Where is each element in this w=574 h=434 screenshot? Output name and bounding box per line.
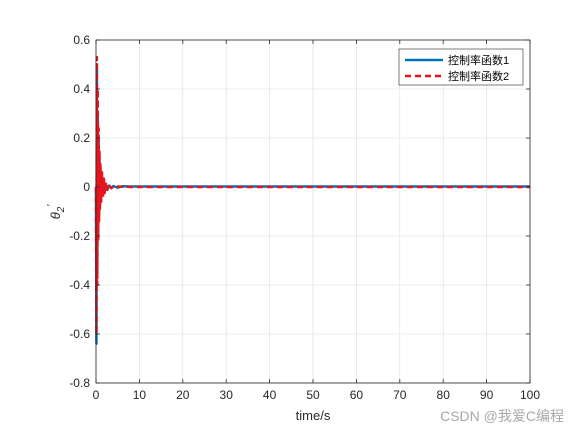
legend-label-series-1: 控制率函数1 <box>448 53 509 67</box>
y-tick-label: -0.2 <box>69 229 90 243</box>
y-axis-label: θ2' <box>46 204 67 220</box>
x-tick-label: 40 <box>263 388 277 402</box>
x-axis-label: time/s <box>296 408 331 423</box>
x-tick-label: 20 <box>176 388 190 402</box>
y-tick-label: -0.8 <box>69 376 90 390</box>
y-tick-label: 0.2 <box>73 131 90 145</box>
series-line-2 <box>94 55 530 336</box>
y-tick-label: 0 <box>83 180 90 194</box>
y-tick-label: 0.6 <box>73 33 90 47</box>
x-tick-label: 70 <box>393 388 407 402</box>
series-layer <box>94 55 530 346</box>
y-tick-label: -0.6 <box>69 327 90 341</box>
watermark: CSDN @我爱C编程 <box>440 408 564 424</box>
x-tick-label: 30 <box>220 388 234 402</box>
legend-label-series-2: 控制率函数2 <box>448 69 509 83</box>
y-axis-label-sub: 2 <box>56 206 67 213</box>
x-tick-label: 0 <box>93 388 100 402</box>
x-tick-label: 50 <box>306 388 320 402</box>
legend-box <box>398 48 524 86</box>
x-tick-label: 90 <box>480 388 494 402</box>
x-tick-label: 100 <box>520 388 540 402</box>
y-tick-label: -0.4 <box>69 278 90 292</box>
svg-text:θ2': θ2' <box>46 204 67 220</box>
ticks <box>95 39 531 384</box>
y-tick-label: 0.4 <box>73 82 90 96</box>
x-tick-label: 80 <box>437 388 451 402</box>
x-tick-label: 10 <box>133 388 147 402</box>
y-axis-label-sup: ' <box>46 204 57 207</box>
y-axis-label-base: θ <box>48 212 63 219</box>
x-tick-label: 60 <box>350 388 364 402</box>
tick-labels: 0 10 20 30 40 50 60 70 80 90 100 -0.8 -0.6 -0.4 -0.2 0 0… <box>69 33 540 402</box>
legend: 控制率函数1 控制率函数2 <box>398 48 524 86</box>
